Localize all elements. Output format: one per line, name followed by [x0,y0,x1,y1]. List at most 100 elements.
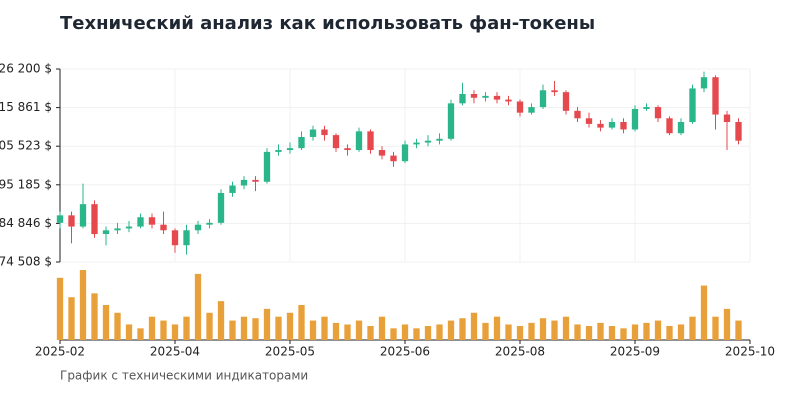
y-tick-label: 126 200 $ [0,62,52,76]
volume-bar [401,324,409,340]
volume-bar [562,316,570,340]
volume-bar [654,320,662,340]
volume-bar [689,316,696,340]
candle-body [620,122,627,130]
candle-body [171,230,179,246]
volume-bar [183,316,190,340]
volume-bar [56,277,64,340]
volume-bar [459,318,466,340]
volume-bar [114,312,121,340]
volume-bar [528,322,535,340]
y-tick-label: 84 846 $ [0,216,52,230]
x-tick-label: 2025-09 [610,345,660,359]
volume-bar [160,320,167,340]
volume-bar [206,312,213,340]
volume-bar [493,316,501,340]
candle-body [562,92,570,111]
volume-bar [712,316,719,340]
candle-body [194,224,202,231]
volume-bar [309,320,317,340]
candle-body [723,114,731,123]
candle-body [631,108,639,130]
candle-body [401,144,409,162]
volume-bar [91,293,98,340]
x-tick-label: 2025-06 [380,345,430,359]
candle-body [436,138,443,141]
candle-body [677,122,685,134]
volume-bar [240,316,248,340]
volume-bar [447,320,455,340]
volume-bar [171,324,179,340]
candle-body [309,129,317,137]
volume-bar [367,326,374,340]
volume-bar [677,324,685,340]
candle-body [459,94,466,104]
candle-body [643,107,650,109]
candle-body [505,99,512,102]
candle-body [470,94,478,98]
candle-body [355,131,363,151]
volume-bar [516,326,524,340]
candle-body [735,122,742,141]
volume-bar [482,322,489,340]
candle-body [56,215,64,223]
x-tick-label: 2025-04 [150,345,200,359]
candle-body [160,224,167,231]
volume-bar [413,328,420,340]
volume-bar [252,318,259,340]
candle-body [516,101,524,113]
volume-bar [148,316,156,340]
volume-bar [643,322,650,340]
volume-bar [332,322,340,340]
candle-body [551,90,558,93]
candle-body [528,107,535,113]
volume-bar [102,305,110,340]
chart-subtitle: График с техническими индикаторами [60,369,308,383]
candle-body [539,90,547,108]
volume-bar [436,324,443,340]
volume-bar [68,297,75,340]
volume-bar [321,316,328,340]
candle-body [447,103,455,139]
candle-body [137,217,144,227]
volume-bar [194,273,202,340]
candle-body [700,77,708,89]
candle-body [482,95,489,98]
volume-bar [666,326,673,340]
volume-bar [378,316,386,340]
candle-body [286,148,294,151]
candle-body [689,88,696,123]
volume-bar [298,305,305,340]
x-tick-label: 2025-02 [35,345,85,359]
candle-body [275,150,282,152]
candle-body [597,123,604,128]
candle-body [125,226,133,229]
volume-bar [539,318,547,340]
volume-bar [620,328,627,340]
volume-bar [125,324,133,340]
candle-body [608,122,616,128]
candle-body [102,230,110,235]
candle-body [240,179,248,186]
volume-bar [470,312,478,340]
candle-body [367,131,374,151]
volume-bar [263,308,271,340]
volume-bar [344,324,351,340]
volume-bar [286,312,294,340]
x-tick-label: 2025-08 [495,345,545,359]
candle-body [229,185,236,193]
x-tick-label: 2025-10 [725,345,775,359]
candle-body [493,95,501,100]
candle-body [217,192,225,223]
x-tick-label: 2025-05 [265,345,315,359]
candle-body [206,222,213,225]
volume-bar [137,328,144,340]
volume-bar [700,285,708,340]
candle-body [332,135,340,149]
candle-body [344,148,351,151]
y-tick-label: 74 508 $ [0,255,52,269]
candle-body [148,217,156,225]
volume-bar [505,324,512,340]
y-tick-label: 95 185 $ [0,177,52,191]
